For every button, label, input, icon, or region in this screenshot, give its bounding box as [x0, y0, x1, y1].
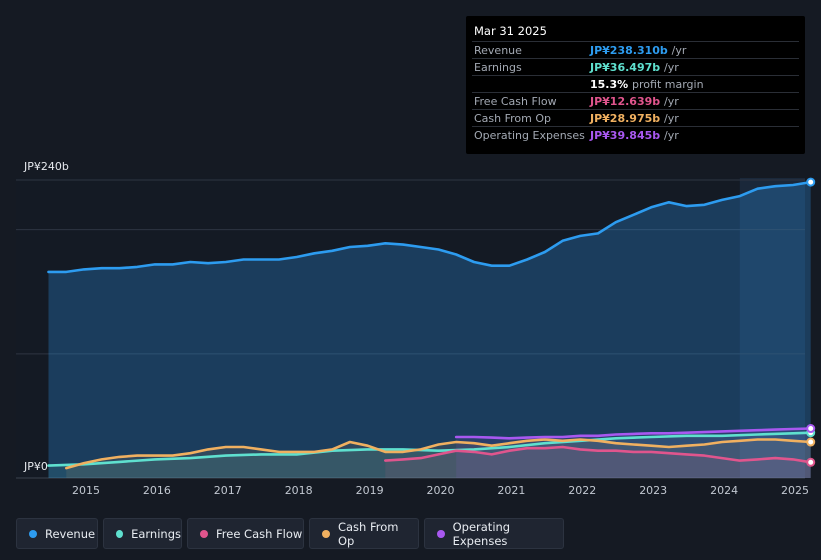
plot-background: [16, 178, 805, 478]
legend-dot-icon: [200, 529, 208, 538]
tooltip-value-text: JP¥238.310b: [590, 44, 668, 57]
tooltip-row: 15.3% profit margin: [472, 75, 799, 93]
x-tick-label: 2016: [142, 484, 171, 497]
tooltip-label: Revenue: [474, 44, 522, 57]
tooltip-unit: /yr: [671, 44, 687, 57]
y-axis-bottom-label: JP¥0: [24, 460, 48, 473]
x-tick-label: 2021: [497, 484, 526, 497]
free-cash-flow-end-marker: [806, 457, 816, 467]
free-cash-flow-line: [384, 445, 812, 464]
tooltip-value-text: 15.3%: [590, 78, 629, 91]
tooltip-value: JP¥238.310b /yr: [590, 44, 686, 57]
tooltip-unit: profit margin: [632, 78, 704, 91]
legend-item-earnings[interactable]: Earnings: [103, 518, 182, 549]
data-tooltip: Mar 31 2025 Revenue JP¥238.310b /yr Earnin…: [466, 16, 805, 154]
tooltip-value-text: JP¥12.639b: [590, 95, 661, 108]
legend-item-free-cash-flow[interactable]: Free Cash Flow: [187, 518, 304, 549]
earnings-line: [47, 431, 812, 467]
legend-label: Earnings: [131, 526, 181, 541]
tooltip-label: Free Cash Flow: [474, 95, 557, 108]
tooltip-label: Operating Expenses: [474, 129, 585, 142]
x-tick-label: 2022: [568, 484, 597, 497]
x-tick-label: 2019: [355, 484, 384, 497]
x-tick-label: 2025: [781, 484, 809, 497]
tooltip-label: Earnings: [474, 61, 522, 74]
tooltip-value-text: JP¥28.975b: [590, 112, 661, 125]
tooltip-value-text: JP¥36.497b: [590, 61, 661, 74]
tooltip-value: JP¥12.639b /yr: [590, 95, 679, 108]
legend-item-operating-expenses[interactable]: Operating Expenses: [424, 518, 564, 549]
tooltip-unit: /yr: [663, 112, 679, 125]
revenue-area: [48, 182, 811, 478]
legend-item-revenue[interactable]: Revenue: [16, 518, 98, 549]
legend-dot-icon: [437, 529, 445, 538]
tooltip-row: Revenue JP¥238.310b /yr: [472, 41, 799, 59]
x-tick-label: 2020: [426, 484, 455, 497]
tooltip-row: Earnings JP¥36.497b /yr: [472, 58, 799, 76]
x-tick-label: 2017: [213, 484, 242, 497]
tooltip-value: JP¥39.845b /yr: [590, 129, 679, 142]
legend-dot-icon: [322, 529, 330, 538]
tooltip-row: Operating Expenses JP¥39.845b /yr: [472, 126, 799, 144]
y-axis-top-label: JP¥240b: [24, 160, 69, 173]
tooltip-date: Mar 31 2025: [474, 24, 547, 38]
revenue-end-marker: [806, 177, 816, 187]
operating-expenses-line: [454, 427, 812, 440]
tooltip-row: Free Cash Flow JP¥12.639b /yr: [472, 92, 799, 110]
tooltip-unit: /yr: [663, 129, 679, 142]
tooltip-unit: /yr: [663, 95, 679, 108]
tooltip-row: Cash From Op JP¥28.975b /yr: [472, 109, 799, 127]
tooltip-value: 15.3% profit margin: [590, 78, 704, 91]
legend-label: Free Cash Flow: [216, 526, 303, 541]
tooltip-unit: /yr: [663, 61, 679, 74]
tooltip-value-text: JP¥39.845b: [590, 129, 661, 142]
tooltip-value: JP¥36.497b /yr: [590, 61, 679, 74]
legend-label: Operating Expenses: [452, 519, 511, 548]
tooltip-label: Cash From Op: [474, 112, 552, 125]
x-tick-label: 2015: [72, 484, 100, 497]
legend-item-cash-from-op[interactable]: Cash From Op: [309, 518, 419, 549]
x-tick-label: 2018: [284, 484, 313, 497]
legend-label: Revenue: [45, 526, 96, 541]
revenue-line: [47, 180, 812, 274]
legend-dot-icon: [116, 529, 124, 538]
legend-label: Cash From Op: [337, 519, 399, 548]
tooltip-value: JP¥28.975b /yr: [590, 112, 679, 125]
cash-from-op-end-marker: [806, 437, 816, 447]
operating-expenses-end-marker: [806, 424, 816, 434]
x-tick-label: 2024: [710, 484, 739, 497]
x-tick-label: 2023: [639, 484, 668, 497]
cash-from-op-line: [65, 438, 812, 470]
legend-dot-icon: [29, 529, 37, 538]
